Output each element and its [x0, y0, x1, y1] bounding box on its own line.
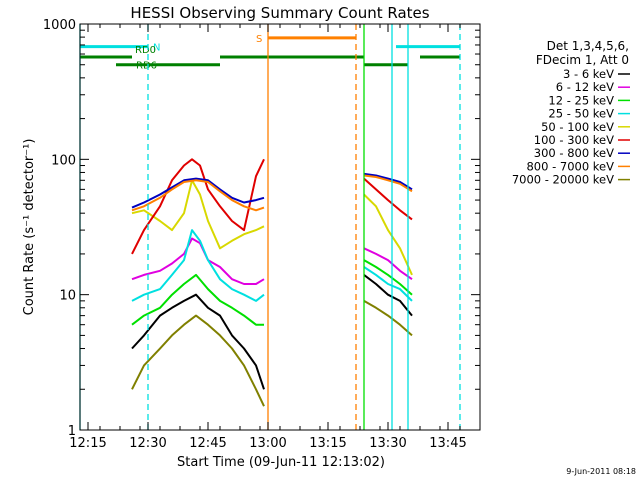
flag-label-rd6: RD6 — [136, 61, 157, 72]
x-tick-label-3: 13:00 — [249, 436, 286, 451]
series-line-5-segment-0 — [131, 158, 265, 255]
legend-label-8: 7000 - 20000 keV — [512, 173, 614, 187]
series-line-8-segment-1 — [363, 300, 413, 337]
legend-label-5: 100 - 300 keV — [534, 133, 614, 147]
series-line-2-segment-1 — [363, 259, 413, 296]
legend-label-0: 3 - 6 keV — [563, 67, 614, 81]
series-line-4-segment-0 — [131, 179, 265, 250]
x-tick-label-6: 13:45 — [429, 436, 466, 451]
footer-timestamp: 9-Jun-2011 08:18 — [566, 467, 636, 476]
flag-label-s: S — [256, 34, 262, 45]
chart-title: HESSI Observing Summary Count Rates — [130, 4, 429, 22]
series-line-7-segment-1 — [363, 174, 413, 193]
series-line-3-segment-0 — [131, 229, 265, 302]
legend-header-line-1: Det 1,3,4,5,6, — [547, 39, 629, 53]
legend-label-4: 50 - 100 keV — [541, 120, 614, 134]
series-line-0-segment-0 — [131, 293, 265, 390]
x-tick-label-5: 13:30 — [369, 436, 406, 451]
series-line-3-segment-1 — [363, 266, 413, 302]
y-axis-label: Count Rate (s⁻¹ detector⁻¹) — [22, 139, 37, 316]
series-layer — [131, 158, 413, 407]
flag-label-rd0: RD0 — [135, 45, 156, 56]
series-line-2-segment-0 — [131, 273, 264, 326]
series-line-8-segment-0 — [131, 314, 265, 407]
series-line-6-segment-1 — [363, 172, 413, 191]
legend-label-1: 6 - 12 keV — [556, 80, 614, 94]
series-line-1-segment-1 — [363, 247, 413, 281]
series-line-5-segment-1 — [363, 177, 413, 221]
vertical-line-layer — [79, 24, 461, 430]
x-tick-label-0: 12:15 — [69, 436, 106, 451]
legend-header-line-2: FDecim 1, Att 0 — [536, 53, 629, 67]
y-tick-label-3: 1000 — [43, 18, 76, 33]
legend: Det 1,3,4,5,6, FDecim 1, Att 0 3 - 6 keV… — [512, 39, 630, 187]
series-line-7-segment-0 — [131, 179, 265, 212]
legend-label-6: 300 - 800 keV — [534, 146, 614, 160]
series-line-0-segment-1 — [363, 274, 413, 317]
flag-label-n: N — [153, 43, 160, 54]
x-axis-label: Start Time (09-Jun-11 12:13:02) — [177, 455, 385, 470]
legend-label-2: 12 - 25 keV — [548, 93, 614, 107]
y-tick-label-0: 1 — [68, 424, 76, 439]
series-line-6-segment-0 — [131, 177, 265, 209]
series-line-4-segment-1 — [363, 193, 413, 276]
legend-label-7: 800 - 7000 keV — [526, 159, 614, 173]
x-tick-label-2: 12:45 — [189, 436, 226, 451]
y-axis: 1 10 100 1000 — [43, 18, 480, 439]
y-tick-label-1: 10 — [59, 289, 76, 304]
x-tick-label-1: 12:30 — [129, 436, 166, 451]
x-axis: 12:15 12:30 12:45 13:00 13:15 13:30 13:45 — [69, 24, 467, 451]
legend-label-3: 25 - 50 keV — [548, 107, 614, 121]
y-tick-label-2: 100 — [51, 153, 76, 168]
x-tick-label-4: 13:15 — [309, 436, 346, 451]
